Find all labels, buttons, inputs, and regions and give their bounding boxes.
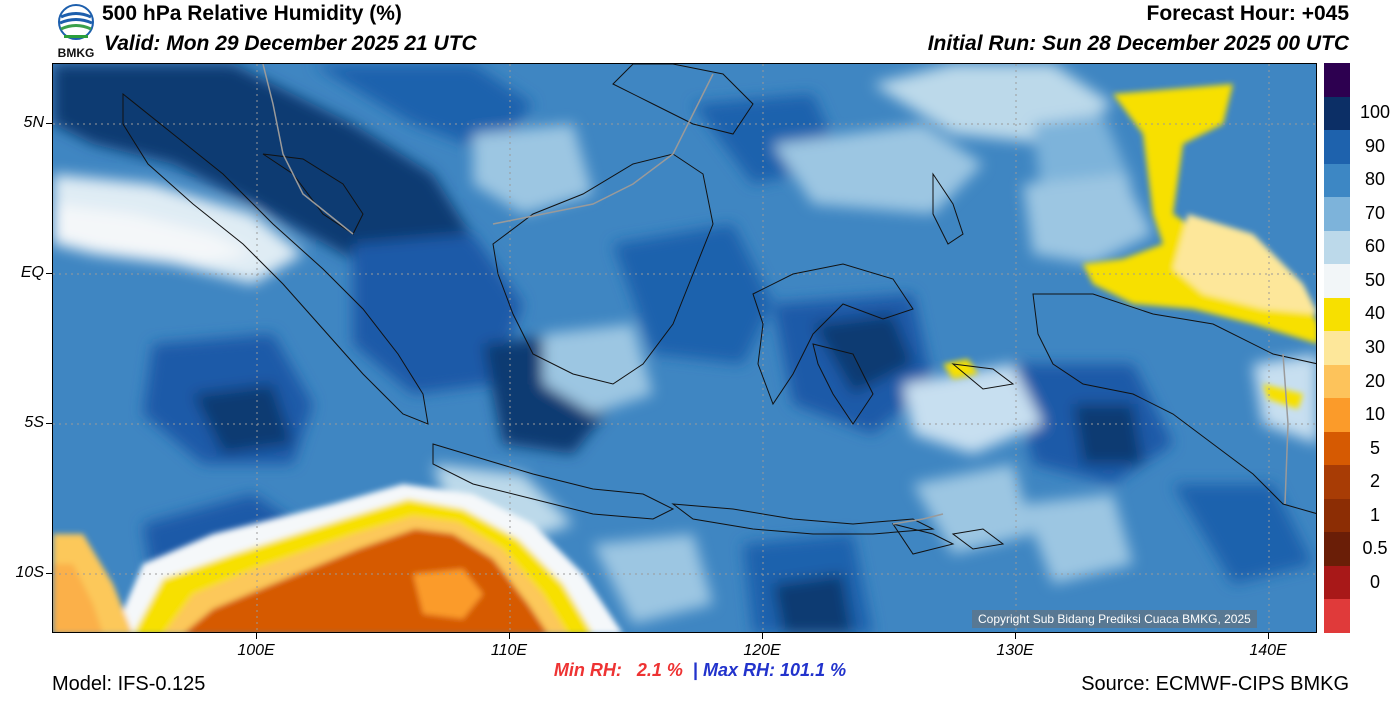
colorbar-label: 90: [1364, 135, 1386, 156]
lat-label-5s: 5S: [24, 414, 44, 431]
lat-label-5n: 5N: [23, 114, 44, 131]
colorbar-segment: [1324, 364, 1350, 399]
humidity-map-canvas: [53, 64, 1316, 632]
lon-label-110e: 110E: [490, 642, 528, 659]
valid-time: Valid: Mon 29 December 2025 21 UTC: [104, 32, 477, 55]
gridlines: [53, 64, 1316, 632]
initial-run: Initial Run: Sun 28 December 2025 00 UTC: [927, 32, 1349, 55]
lat-tick-5n: [46, 123, 52, 124]
colorbar-label: 1: [1369, 504, 1380, 525]
chart-title: 500 hPa Relative Humidity (%): [102, 2, 402, 25]
colorbar-segment: [1324, 465, 1350, 499]
colorbar-label: 100: [1359, 102, 1391, 123]
lon-label-140e: 140E: [1249, 642, 1287, 659]
colorbar-segment: [1324, 331, 1350, 365]
colorbar-segment: [1324, 96, 1350, 131]
colorbar-label: 30: [1364, 337, 1386, 357]
lon-tick-100e: [256, 633, 257, 639]
bmkg-logo: BMKG: [52, 2, 100, 62]
min-rh-label: Min RH:: [553, 660, 622, 680]
colorbar-label: 60: [1364, 236, 1386, 257]
colorbar-segment: [1324, 532, 1350, 566]
colorbar-label: 5: [1369, 437, 1380, 458]
colorbar-segment: [1324, 230, 1350, 265]
lon-tick-110e: [509, 633, 510, 639]
lon-tick-120e: [762, 633, 763, 639]
colorbar-segment: [1324, 63, 1350, 97]
colorbar-segment: [1324, 431, 1350, 466]
lat-tick-eq: [46, 273, 52, 274]
lat-label-10s: 10S: [15, 564, 44, 581]
colorbar-segment: [1324, 130, 1350, 164]
colorbar-label: 0.5: [1362, 538, 1388, 559]
model-name: Model: IFS-0.125: [52, 673, 206, 695]
colorbar-label: 50: [1364, 269, 1386, 290]
dry-region-southwest: [53, 484, 622, 632]
copyright-note: Copyright Sub Bidang Prediksi Cuaca BMKG…: [972, 610, 1257, 628]
humidity-field: [53, 64, 1316, 632]
colorbar-segment: [1324, 599, 1350, 633]
lon-label-120e: 120E: [743, 642, 781, 659]
logo-text: BMKG: [57, 46, 95, 60]
colorbar-label: 0: [1369, 571, 1380, 592]
colorbar-segment: [1324, 264, 1350, 298]
min-rh-value: 2.1 %: [636, 660, 683, 680]
colorbar-segment: [1324, 163, 1350, 198]
minmax-separator: |: [692, 660, 698, 680]
colorbar-label: 80: [1364, 169, 1386, 190]
colorbar-label: 40: [1364, 303, 1386, 324]
colorbar-segment: [1324, 398, 1350, 432]
lon-tick-130e: [1015, 633, 1016, 639]
colorbar: [1324, 63, 1350, 633]
colorbar-segment: [1324, 297, 1350, 332]
colorbar-segment: [1324, 197, 1350, 231]
colorbar-segment: [1324, 498, 1350, 533]
forecast-hour: Forecast Hour: +045: [1146, 2, 1350, 25]
dry-region-northeast: [943, 84, 1316, 409]
coastlines: [122, 64, 1316, 555]
colorbar-label: 70: [1364, 202, 1386, 223]
lon-label-130e: 130E: [996, 642, 1034, 659]
humidity-map[interactable]: [52, 63, 1317, 633]
lon-tick-140e: [1268, 633, 1269, 639]
lat-tick-10s: [46, 573, 52, 574]
colorbar-label: 10: [1364, 404, 1386, 425]
max-rh-label: Max RH:: [703, 660, 776, 680]
lon-label-100e: 100E: [237, 642, 275, 659]
data-source: Source: ECMWF-CIPS BMKG: [1081, 673, 1349, 695]
max-rh-value: 101.1 %: [780, 660, 847, 680]
min-max-readout: Min RH: 2.1 % | Max RH: 101.1 %: [0, 660, 1400, 681]
colorbar-label: 20: [1364, 370, 1386, 391]
colorbar-segment: [1324, 565, 1350, 600]
lat-label-eq: EQ: [20, 264, 44, 281]
bmkg-logo-icon: [58, 4, 94, 40]
country-borders: [262, 64, 1289, 525]
lat-tick-5s: [46, 423, 52, 424]
colorbar-label: 2: [1369, 471, 1380, 492]
